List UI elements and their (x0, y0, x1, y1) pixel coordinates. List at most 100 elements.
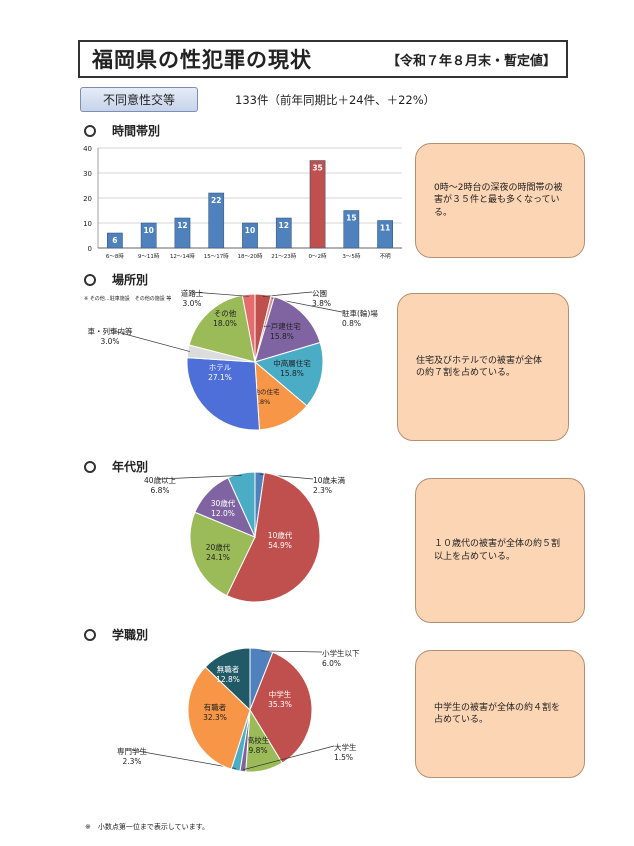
section-job: 学職別 (84, 626, 148, 643)
pie-label: 公園 (312, 289, 327, 298)
x-tick-label: 0～2時 (309, 252, 327, 260)
pie-pct-label: 3.0% (100, 337, 119, 346)
x-tick-label: 9～11時 (138, 252, 160, 260)
pie-label: 道路上 (181, 288, 204, 298)
circle-bullet-icon (84, 124, 96, 137)
section-job-label: 学職別 (112, 628, 149, 642)
pie-pct-label: 12.8% (250, 398, 271, 406)
pie-pct-label: 15.8% (270, 332, 294, 341)
bar (309, 160, 326, 249)
category-badge: 不同意性交等 (80, 87, 198, 112)
bar-value-label: 10 (245, 226, 255, 235)
pie-label: 車・列車内等 (88, 326, 133, 336)
pie-pct-label: 27.1% (208, 373, 232, 382)
pie-label: 30歳代 (211, 498, 236, 508)
pie-pct-label: 54.9% (268, 541, 292, 550)
bar (275, 217, 292, 249)
leader-line (191, 291, 249, 297)
y-tick-label: 0 (88, 245, 92, 253)
section-age: 年代別 (84, 458, 148, 475)
section-time-label: 時間帯別 (112, 124, 161, 138)
x-tick-label: 不明 (380, 253, 392, 260)
pie-slice (227, 471, 256, 538)
pie-pct-label: 6.8% (150, 486, 169, 495)
section-place-label: 場所別 (112, 273, 149, 287)
bar (242, 222, 258, 249)
pie-label: 20歳代 (206, 542, 231, 552)
pie-label: 有職者 (204, 702, 227, 712)
pie-pct-label: 35.3% (268, 700, 292, 709)
section-place: 場所別 (84, 271, 148, 288)
pie-label: ホテル (209, 363, 232, 372)
pie-slice (188, 294, 256, 363)
x-tick-label: 15～17時 (204, 252, 229, 260)
bar-value-label: 12 (279, 221, 289, 230)
x-tick-label: 6～8時 (106, 252, 124, 260)
pie-pct-label: 32.3% (203, 713, 227, 722)
pie-pct-label: 2.3% (122, 757, 141, 766)
bar (377, 220, 393, 249)
period-label: 【令和７年８月末・暫定値】 (386, 53, 556, 69)
pie-label: 専門学生 (117, 746, 147, 756)
note-age: １０歳代の被害が全体の約５割以上を占めている。 (415, 478, 585, 623)
x-tick-label: 18～20時 (238, 252, 263, 260)
pie-label: 10歳代 (268, 530, 293, 540)
x-tick-label: 21～23時 (271, 252, 296, 260)
leader-line (242, 745, 335, 771)
bar (174, 217, 191, 249)
pie-pct-label: 2.3% (313, 486, 332, 495)
note-place: 住宅及びホテルでの被害が全体の約７割を占めている。 (397, 293, 569, 441)
title-box: 福岡県の性犯罪の現状 【令和７年８月末・暫定値】 (78, 40, 568, 78)
note-time: 0時～2時台の深夜の時間帯の被害が３５件と最も多くなっている。 (415, 143, 585, 258)
circle-bullet-icon (84, 273, 96, 286)
bar-value-label: 10 (143, 226, 153, 235)
bar (208, 192, 225, 249)
pie-slice (189, 511, 256, 597)
bar (107, 232, 123, 249)
section-time: 時間帯別 (84, 122, 160, 139)
pie-label: 小学生以下 (322, 648, 360, 658)
bar-value-label: 6 (112, 236, 117, 245)
y-tick-label: 10 (83, 220, 92, 228)
leader-line (261, 650, 323, 653)
pie-pct-label: 3.8% (312, 299, 331, 308)
bar (343, 210, 360, 249)
place-note-text: ※ その他…駐車施設 その他の施設 等 (84, 295, 171, 302)
x-tick-label: 12～14時 (170, 252, 195, 260)
pie-label: 中学生 (269, 689, 292, 699)
leader-line (131, 749, 237, 769)
pie-slice (226, 472, 321, 603)
pie-label: 40歳以上 (144, 475, 177, 485)
circle-bullet-icon (84, 460, 96, 473)
pie-slice (253, 341, 324, 407)
bar-value-label: 15 (346, 214, 356, 223)
leader-line (159, 475, 242, 480)
pie-slice (204, 647, 251, 712)
bar-value-label: 35 (312, 164, 322, 173)
pie-pct-label: 3.0% (182, 299, 201, 308)
pie-pct-label: 12.8% (216, 675, 240, 684)
y-tick-label: 30 (83, 170, 92, 178)
x-tick-label: 3～5時 (342, 252, 360, 260)
pie-label: 大学生 (334, 742, 357, 752)
pie-label: 10歳未満 (313, 475, 346, 485)
y-tick-label: 40 (83, 145, 92, 153)
pie-slice (241, 293, 256, 363)
pie-pct-label: 9.8% (248, 746, 267, 755)
pie-pct-label: 6.0% (322, 659, 341, 668)
y-tick-label: 20 (83, 195, 92, 203)
bar-value-label: 12 (177, 221, 187, 230)
place-pie-chart: ※ その他…駐車施設 その他の施設 等 公園3.8% 駐車(輪)場0.8% 一戸建住宅… (84, 288, 378, 431)
pie-label: その他の住宅 (241, 387, 281, 396)
pie-label: 一戸建住宅 (263, 321, 301, 331)
bar (140, 222, 157, 249)
pie-label: 駐車(輪)場 (342, 308, 378, 318)
page-title: 福岡県の性犯罪の現状 (92, 48, 312, 72)
pie-label: その他 (214, 308, 237, 318)
pie-slice (186, 357, 261, 431)
leader-line (262, 291, 313, 297)
pie-pct-label: 0.8% (342, 319, 361, 328)
pie-pct-label: 18.0% (213, 319, 237, 328)
